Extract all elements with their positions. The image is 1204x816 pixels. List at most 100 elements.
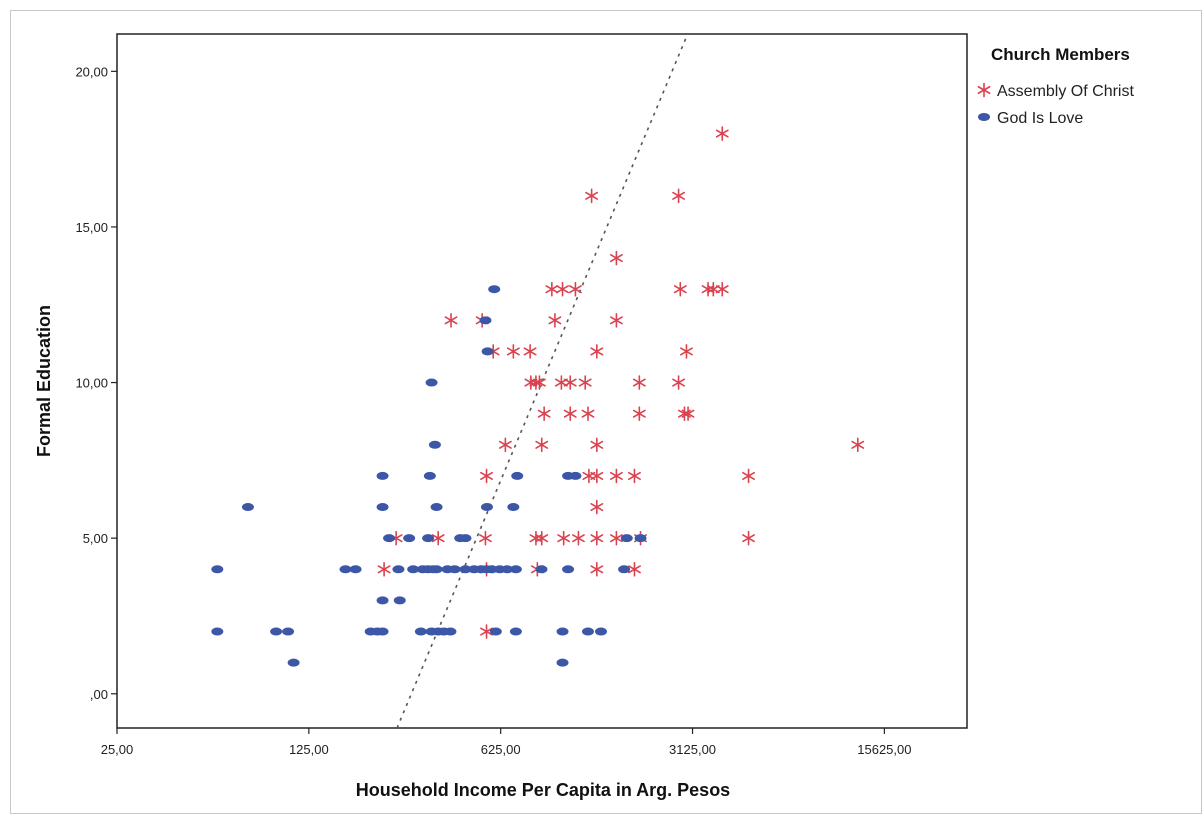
data-point-assembly-of-christ <box>628 468 641 484</box>
data-point-god-is-love <box>511 471 524 480</box>
data-point-god-is-love <box>349 565 362 574</box>
data-point-assembly-of-christ <box>506 344 520 359</box>
data-point-god-is-love <box>509 627 522 636</box>
data-point-god-is-love <box>428 440 441 449</box>
x-tick-label: 125,00 <box>289 742 329 757</box>
data-point-assembly-of-christ <box>715 281 729 297</box>
data-point-assembly-of-christ <box>701 281 715 297</box>
data-point-assembly-of-christ <box>590 561 604 577</box>
data-point-assembly-of-christ <box>609 530 623 546</box>
data-point-god-is-love <box>376 596 389 605</box>
data-point-god-is-love <box>403 534 416 543</box>
data-point-assembly-of-christ <box>556 281 569 297</box>
data-point-god-is-love <box>425 378 438 387</box>
data-point-assembly-of-christ <box>498 437 512 453</box>
legend-label-god-is-love: God Is Love <box>997 110 1083 127</box>
data-point-assembly-of-christ <box>563 375 577 390</box>
data-point-assembly-of-christ <box>578 375 592 390</box>
data-point-god-is-love <box>448 565 461 574</box>
data-point-assembly-of-christ <box>523 344 537 359</box>
data-point-assembly-of-christ <box>628 561 641 577</box>
data-point-assembly-of-christ <box>532 375 546 390</box>
data-point-assembly-of-christ <box>742 468 755 484</box>
data-point-assembly-of-christ <box>377 561 391 577</box>
data-point-assembly-of-christ <box>590 344 604 359</box>
x-tick-label: 3125,00 <box>669 742 716 757</box>
data-point-god-is-love <box>481 347 494 356</box>
data-point-god-is-love <box>459 565 472 574</box>
data-point-god-is-love <box>282 627 295 636</box>
data-point-god-is-love <box>459 534 472 543</box>
data-point-assembly-of-christ <box>568 281 582 297</box>
data-point-god-is-love <box>241 503 254 512</box>
data-point-assembly-of-christ <box>548 313 562 328</box>
data-point-assembly-of-christ <box>742 530 755 546</box>
y-tick-label: 20,00 <box>75 64 108 79</box>
data-point-god-is-love <box>383 534 396 543</box>
data-point-god-is-love <box>507 503 520 512</box>
data-point-assembly-of-christ <box>590 437 604 453</box>
data-point-god-is-love <box>376 503 389 512</box>
data-point-assembly-of-christ <box>535 530 549 546</box>
data-point-god-is-love <box>556 627 569 636</box>
data-point-assembly-of-christ <box>590 530 604 546</box>
plot-area <box>116 33 968 729</box>
data-point-god-is-love <box>595 627 608 636</box>
data-point-assembly-of-christ <box>673 281 687 297</box>
data-point-assembly-of-christ <box>581 406 595 421</box>
data-point-assembly-of-christ <box>632 406 646 421</box>
data-point-assembly-of-christ <box>431 530 445 546</box>
data-point-assembly-of-christ <box>672 375 686 390</box>
x-tick-label: 625,00 <box>481 742 521 757</box>
data-point-god-is-love <box>211 565 224 574</box>
data-point-assembly-of-christ <box>545 281 559 297</box>
legend-title: Church Members <box>991 45 1130 64</box>
chart-frame <box>10 10 1202 814</box>
data-point-assembly-of-christ <box>609 313 623 328</box>
data-point-god-is-love <box>634 534 647 543</box>
data-point-god-is-love <box>211 627 224 636</box>
data-point-assembly-of-christ <box>537 406 551 421</box>
data-point-assembly-of-christ <box>632 375 646 390</box>
data-point-god-is-love <box>423 471 436 480</box>
y-axis-title: Formal Education <box>34 305 54 457</box>
data-point-assembly-of-christ <box>572 530 585 546</box>
y-tick-label: 10,00 <box>75 376 108 391</box>
data-point-assembly-of-christ <box>715 126 729 141</box>
data-point-god-is-love <box>535 565 548 574</box>
y-tick-label: 15,00 <box>75 220 108 235</box>
data-point-god-is-love <box>488 285 501 294</box>
data-point-god-is-love <box>444 627 457 636</box>
data-point-god-is-love <box>339 565 352 574</box>
data-point-assembly-of-christ <box>680 344 693 359</box>
data-point-god-is-love <box>393 596 406 605</box>
data-point-god-is-love <box>618 565 631 574</box>
data-point-god-is-love <box>376 627 389 636</box>
data-point-god-is-love <box>430 565 443 574</box>
data-point-assembly-of-christ <box>672 188 686 204</box>
data-point-god-is-love <box>479 316 492 325</box>
y-tick-label: ,00 <box>90 687 108 702</box>
legend-marker-assembly-of-christ <box>977 82 991 98</box>
data-point-assembly-of-christ <box>563 406 577 421</box>
data-point-god-is-love <box>562 565 575 574</box>
data-point-god-is-love <box>376 471 389 480</box>
data-point-god-is-love <box>270 627 283 636</box>
data-point-assembly-of-christ <box>480 468 493 484</box>
data-point-assembly-of-christ <box>609 468 623 484</box>
data-point-god-is-love <box>422 534 435 543</box>
data-point-assembly-of-christ <box>590 499 604 515</box>
x-tick-label: 25,00 <box>101 742 134 757</box>
data-point-god-is-love <box>489 627 502 636</box>
legend-label-assembly-of-christ: Assembly Of Christ <box>997 83 1134 100</box>
data-point-god-is-love <box>287 658 300 667</box>
data-point-god-is-love <box>392 565 405 574</box>
data-point-god-is-love <box>620 534 633 543</box>
data-point-assembly-of-christ <box>851 437 865 453</box>
legend-ellipse-marker <box>978 113 990 121</box>
data-point-god-is-love <box>556 658 569 667</box>
data-point-god-is-love <box>581 627 594 636</box>
data-point-god-is-love <box>501 565 514 574</box>
y-tick-label: 5,00 <box>83 531 108 546</box>
